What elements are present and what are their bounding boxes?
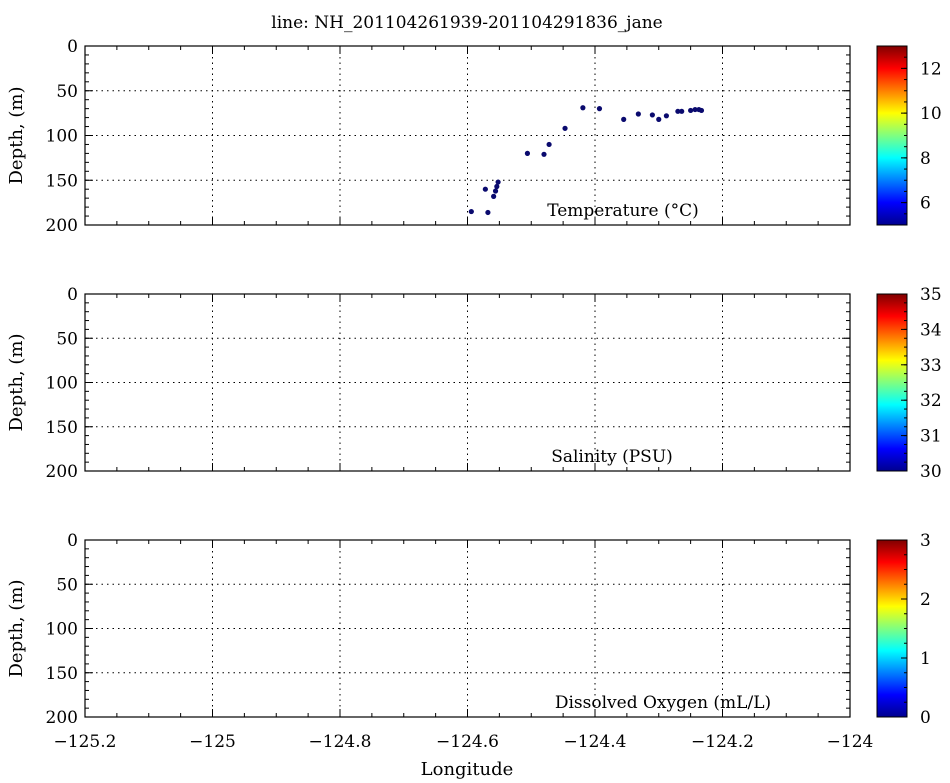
colorbar-gradient [876, 45, 908, 226]
x-tick-label: −124.2 [691, 732, 754, 752]
y-tick-label: 50 [56, 329, 78, 349]
y-tick-label: 150 [46, 664, 78, 684]
colorbar-gradient [876, 539, 908, 718]
colorbar-gradient [876, 293, 908, 472]
x-tick-label: −125.2 [54, 732, 117, 752]
x-tick-label: −124.8 [309, 732, 372, 752]
data-point [698, 107, 705, 114]
colorbar-tick-label: 3 [920, 531, 931, 551]
y-axis-title: Depth, (m) [6, 580, 27, 678]
colorbar-tick-label: 31 [920, 427, 942, 447]
y-tick-label: 0 [67, 531, 78, 551]
colorbar-tick-label: 0 [920, 708, 931, 728]
data-point [482, 186, 488, 192]
y-tick-label: 150 [46, 171, 78, 191]
data-point [692, 106, 698, 113]
data-point [656, 116, 662, 122]
colorbar-tick-label: 32 [920, 391, 942, 411]
colorbar-tick-label: 10 [920, 104, 942, 124]
data-point [621, 116, 627, 122]
y-tick-label: 0 [67, 285, 78, 305]
colorbar: 6 8 10 12 [876, 45, 942, 226]
colorbar-tick-label: 34 [920, 320, 942, 340]
data-point [596, 106, 603, 112]
colorbar-tick-label: 2 [920, 590, 931, 610]
panel-3: 0 50 100 150 200 Depth, (m) Dissolved Oxygen (… [6, 531, 931, 728]
plot-frame [84, 45, 851, 226]
data-point [485, 209, 491, 216]
panel-2: 0 50 100 150 200 Depth, (m) Salinity (PSU) 30 31… [6, 285, 942, 482]
y-tick-label: 200 [46, 708, 78, 728]
data-point [495, 179, 501, 185]
y-tick-label: 100 [46, 374, 78, 394]
chart-title: line: NH_201104261939-201104291836_jane [271, 13, 662, 33]
y-tick-label: 100 [46, 127, 78, 147]
plot-frame [84, 293, 851, 472]
y-tick-label: 50 [56, 82, 78, 102]
colorbar-tick-label: 6 [920, 194, 931, 214]
data-point [491, 193, 497, 199]
variable-label: Dissolved Oxygen (mL/L) [555, 693, 771, 713]
y-tick-label: 200 [46, 462, 78, 482]
colorbar-tick-label: 1 [920, 649, 931, 669]
panel-1: 0 50 100 150 200 Depth, (m) Temperature (°C) 6 8… [6, 37, 942, 236]
data-point [546, 141, 552, 148]
data-point [468, 208, 474, 215]
x-tick-label: −124.6 [436, 732, 499, 752]
data-point [688, 107, 694, 114]
data-point [580, 105, 586, 111]
data-point [675, 108, 681, 114]
y-tick-label: 50 [56, 575, 78, 595]
x-tick-label: −124.4 [564, 732, 627, 752]
data-point [541, 151, 547, 157]
data-point [524, 150, 531, 156]
y-tick-label: 150 [46, 418, 78, 438]
y-axis-title: Depth, (m) [6, 334, 27, 432]
y-tick-label: 100 [46, 620, 78, 640]
colorbar: 0 1 2 3 [876, 531, 931, 728]
data-point [649, 112, 655, 118]
y-tick-label: 200 [46, 216, 78, 236]
data-point [492, 188, 499, 194]
variable-label: Salinity (PSU) [551, 447, 673, 467]
colorbar: 30 31 32 33 34 35 [876, 285, 942, 482]
colorbar-tick-label: 8 [920, 149, 931, 169]
variable-label: Temperature (°C) [547, 201, 699, 221]
colorbar-tick-label: 35 [920, 285, 942, 305]
y-tick-label: 0 [67, 37, 78, 57]
data-point [679, 108, 685, 114]
data-point [635, 111, 641, 117]
colorbar-tick-label: 30 [920, 462, 942, 482]
x-tick-label: −124 [827, 732, 874, 752]
data-point [494, 183, 500, 190]
data-point [663, 113, 670, 119]
x-tick-label: −125 [189, 732, 236, 752]
plot-frame [84, 539, 851, 718]
y-axis-title: Depth, (m) [6, 87, 27, 185]
data-point [562, 125, 568, 131]
colorbar-tick-label: 33 [920, 356, 942, 376]
colorbar-tick-label: 12 [920, 59, 942, 79]
x-axis-title: Longitude [421, 759, 514, 780]
